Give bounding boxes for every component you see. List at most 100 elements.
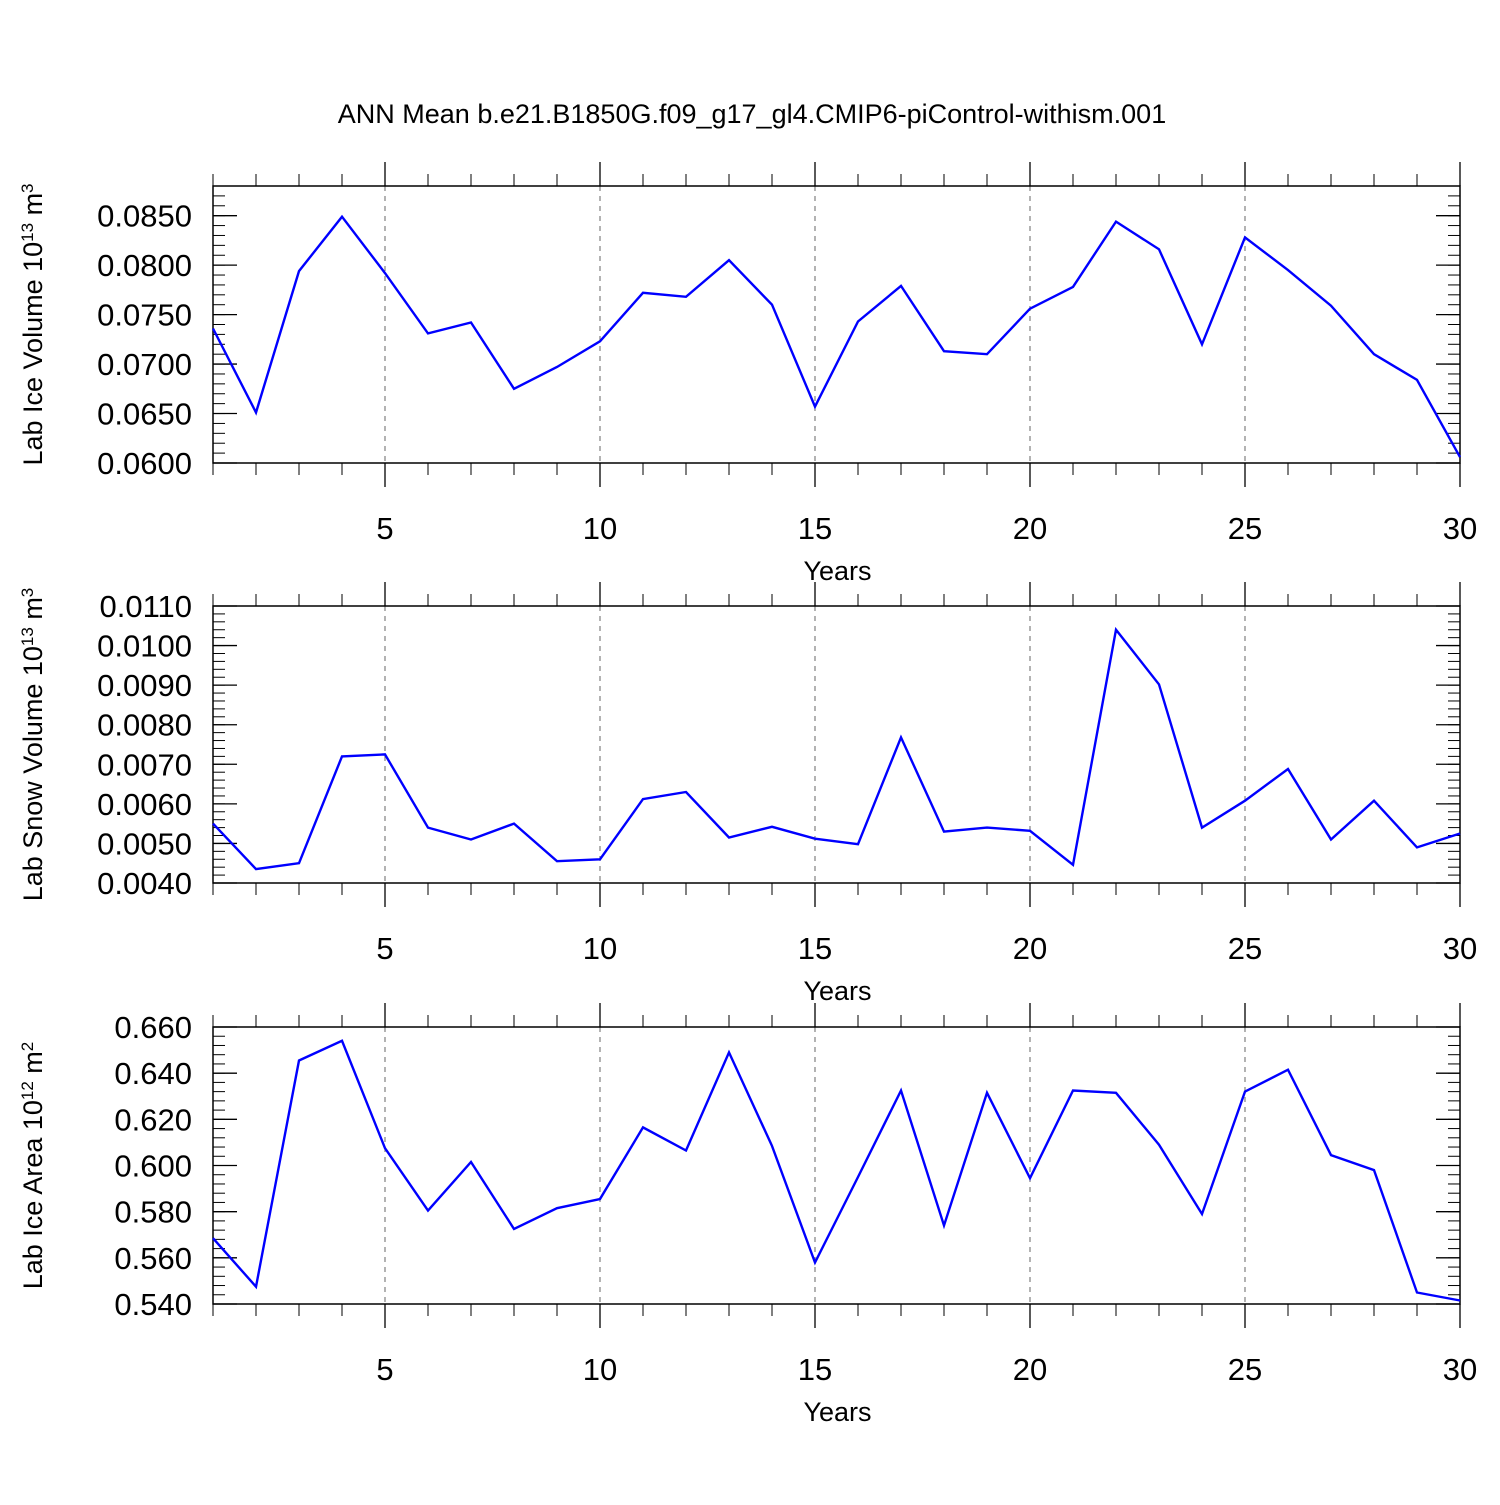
data-point — [1115, 629, 1117, 631]
data-point — [943, 1225, 945, 1227]
data-point — [212, 823, 214, 825]
data-point — [599, 858, 601, 860]
data-point — [857, 1176, 859, 1178]
data-point — [470, 1161, 472, 1163]
x-axis-label: Years — [803, 1397, 871, 1427]
plot-frame — [212, 605, 1461, 884]
data-point — [642, 292, 644, 294]
data-point — [943, 831, 945, 833]
y-tick-label: 0.580 — [114, 1195, 192, 1230]
chart-panel-1: 5 10 15 20 25 30 0.0600 0.0650 0.0700 0.0750 0.080… — [18, 162, 1477, 586]
data-point — [1158, 1144, 1160, 1146]
y-tick-label: 0.560 — [114, 1241, 192, 1276]
x-tick-label: 10 — [583, 511, 617, 546]
x-tick-label: 30 — [1443, 931, 1477, 966]
data-point — [728, 1052, 730, 1054]
series-line — [212, 626, 1461, 871]
data-point — [470, 839, 472, 841]
series-line — [211, 214, 1462, 458]
data-point — [986, 1092, 988, 1094]
y-tick-label: 0.0850 — [97, 199, 192, 234]
data-point — [513, 823, 515, 825]
x-tick-label: 25 — [1228, 1352, 1262, 1387]
data-point — [298, 1060, 300, 1062]
data-point — [1244, 800, 1246, 802]
data-point — [427, 333, 429, 335]
y-tick-label: 0.600 — [114, 1149, 192, 1184]
data-point — [513, 1228, 515, 1230]
y-axis-label-unit: m — [18, 597, 48, 627]
data-point — [1201, 827, 1203, 829]
data-point — [943, 350, 945, 352]
chart-title: ANN Mean b.e21.B1850G.f09_g17_gl4.CMIP6-… — [338, 99, 1166, 129]
y-axis-label: Lab Ice Volume 1013 m3 — [18, 183, 49, 465]
data-point — [1287, 768, 1289, 770]
x-tick-label: 15 — [798, 1352, 832, 1387]
data-point — [556, 1207, 558, 1209]
series-line — [212, 1039, 1461, 1302]
data-point — [1373, 353, 1375, 355]
data-point — [1459, 1300, 1461, 1302]
y-axis-label-base: Lab Ice Volume 10 — [18, 242, 48, 466]
data-point — [1459, 833, 1461, 835]
data-point — [1158, 684, 1160, 686]
y-axis-label-unit: m — [18, 1051, 48, 1081]
chart-panel-3: 5 10 15 20 25 30 0.540 0.560 0.580 0.600 0.620 0.64… — [18, 1003, 1477, 1427]
data-point — [728, 259, 730, 261]
data-point — [1158, 249, 1160, 251]
data-point — [1416, 1292, 1418, 1294]
y-axis-label-base: Lab Snow Volume 10 — [18, 646, 48, 901]
data-point — [599, 1198, 601, 1200]
data-point — [857, 843, 859, 845]
data-point — [1115, 1092, 1117, 1094]
x-tick-label: 20 — [1013, 931, 1047, 966]
data-point — [1115, 221, 1117, 223]
data-point — [1459, 456, 1461, 458]
chart-panels: 5 10 15 20 25 300.06000.06500.07000.07500.080… — [18, 162, 1477, 1427]
y-tick-label: 0.0650 — [97, 397, 192, 432]
y-tick-label: 0.0080 — [97, 708, 192, 743]
x-tick-label: 15 — [798, 511, 832, 546]
y-tick-label: 0.0060 — [97, 787, 192, 822]
y-tick-label: 0.0700 — [97, 347, 192, 382]
plot-frame — [212, 185, 1461, 464]
x-axis-label: Years — [803, 556, 871, 586]
y-axis-label-unit-exponent: 3 — [18, 588, 37, 597]
data-point — [556, 366, 558, 368]
data-point — [212, 1237, 214, 1239]
data-point — [1287, 1069, 1289, 1071]
data-point — [1244, 237, 1246, 239]
x-tick-label: 20 — [1013, 1352, 1047, 1387]
data-point — [212, 328, 214, 330]
data-point — [298, 862, 300, 864]
data-point — [1201, 1213, 1203, 1215]
x-tick-label: 15 — [798, 931, 832, 966]
y-tick-label: 0.0070 — [97, 747, 192, 782]
data-point — [900, 1090, 902, 1092]
y-axis-label: Lab Ice Area 1012 m2 — [18, 1042, 49, 1290]
data-point — [771, 304, 773, 306]
data-point — [771, 826, 773, 828]
data-point — [685, 296, 687, 298]
data-point — [1287, 269, 1289, 271]
data-point — [1244, 1091, 1246, 1093]
y-axis-label-unit-exponent: 2 — [18, 1042, 37, 1051]
data-point — [1330, 839, 1332, 841]
data-point — [1373, 1169, 1375, 1171]
data-point — [728, 837, 730, 839]
data-point — [1330, 1154, 1332, 1156]
data-point — [900, 737, 902, 739]
data-point — [1201, 343, 1203, 345]
y-axis-label-base: Lab Ice Area 10 — [18, 1100, 48, 1289]
data-point — [384, 1147, 386, 1149]
x-tick-label: 30 — [1443, 511, 1477, 546]
data-point — [255, 868, 257, 870]
data-point — [1072, 864, 1074, 866]
data-point — [556, 860, 558, 862]
x-tick-label: 20 — [1013, 511, 1047, 546]
data-point — [685, 1150, 687, 1152]
y-tick-label: 0.0600 — [97, 446, 192, 481]
data-point — [298, 270, 300, 272]
